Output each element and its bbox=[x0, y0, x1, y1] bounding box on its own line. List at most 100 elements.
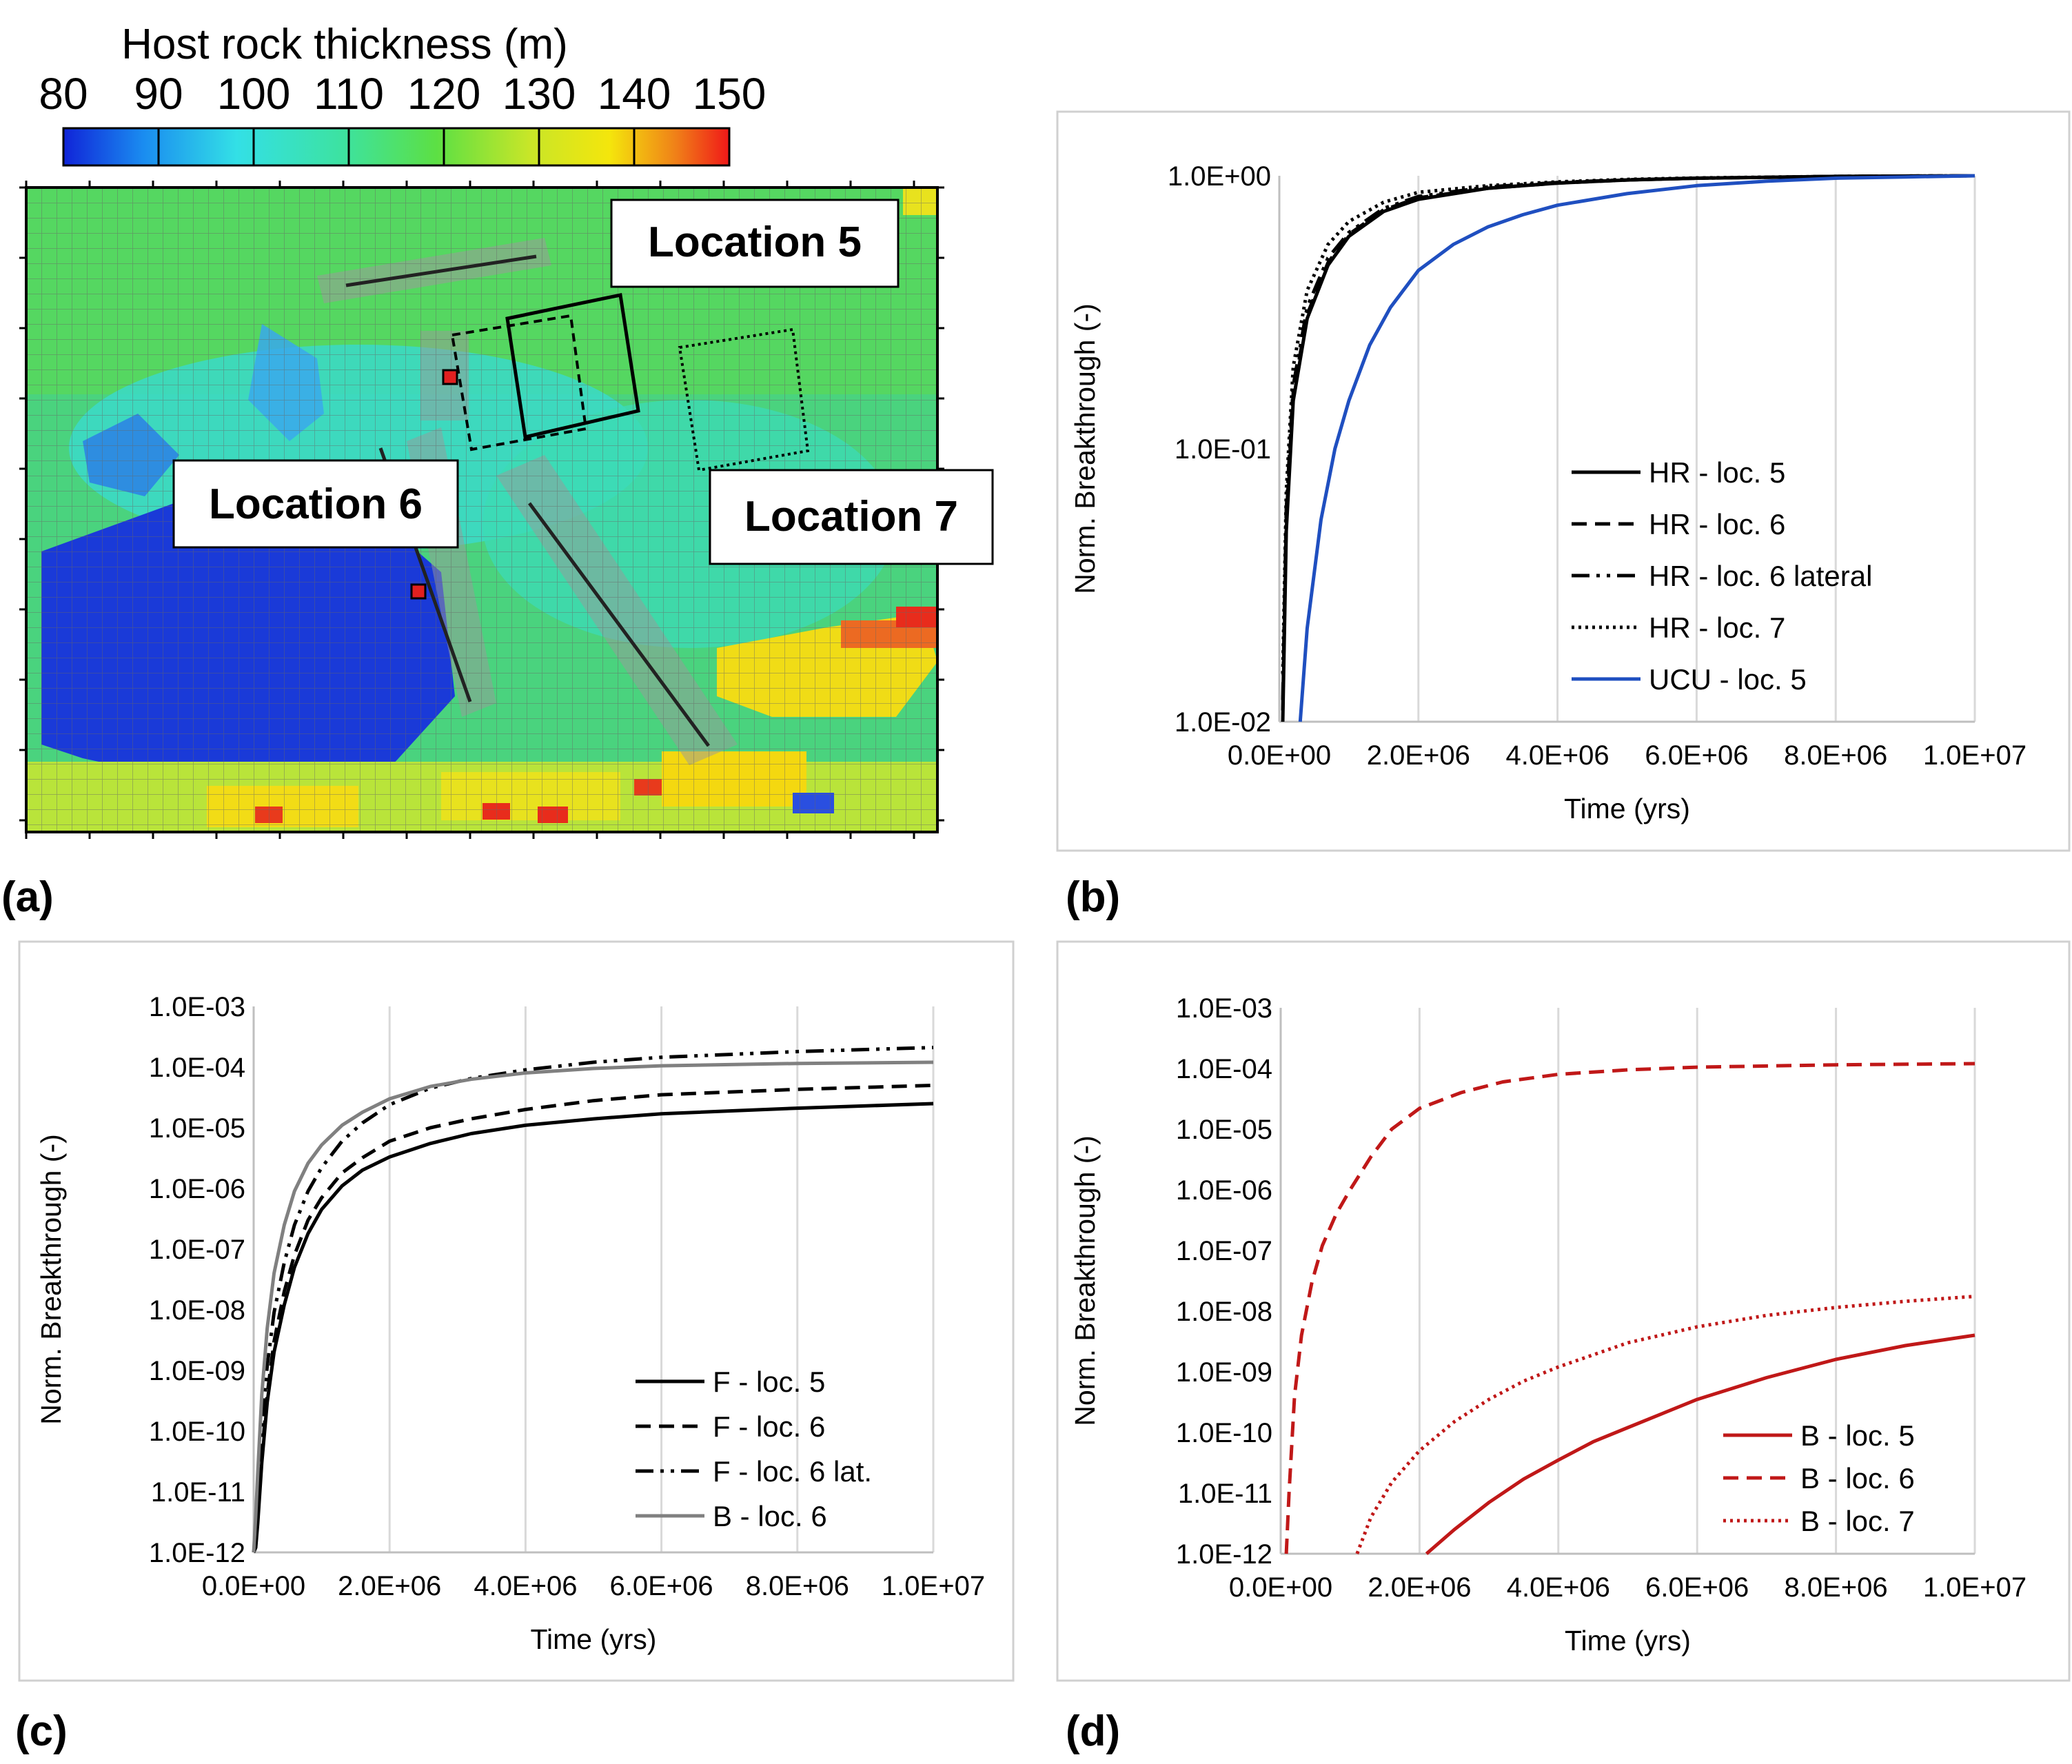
x-tick-label: 8.0E+06 bbox=[1784, 740, 1887, 771]
x-tick-label: 1.0E+07 bbox=[1923, 1572, 2027, 1603]
legend-label: HR - loc. 7 bbox=[1649, 611, 1785, 644]
location-6-label: Location 6 bbox=[209, 480, 423, 528]
location-6-box bbox=[172, 459, 459, 549]
x-tick-label: 0.0E+00 bbox=[202, 1571, 305, 1601]
legend: B - loc. 5 B - loc. 6 B - loc. 7 bbox=[1723, 1419, 1915, 1537]
panel-c-frame bbox=[18, 940, 1015, 1682]
x-tick-label: 2.0E+06 bbox=[1367, 740, 1470, 771]
y-tick-label: 1.0E-11 bbox=[151, 1477, 245, 1508]
y-tick-label: 1.0E-03 bbox=[149, 992, 245, 1022]
x-axis-title: Time (yrs) bbox=[1565, 1625, 1691, 1656]
y-tick-label: 1.0E-02 bbox=[1175, 707, 1271, 738]
repository-outline-loc6 bbox=[450, 314, 588, 452]
panel-label-b: (b) bbox=[1066, 873, 1120, 921]
x-tick-label: 6.0E+06 bbox=[610, 1571, 713, 1601]
x-tick-label: 2.0E+06 bbox=[338, 1571, 441, 1601]
x-tick-label: 4.0E+06 bbox=[474, 1571, 577, 1601]
series-line-2 bbox=[252, 1084, 934, 1553]
y-tick-label: 1.0E-10 bbox=[1176, 1418, 1272, 1448]
legend-label: HR - loc. 6 bbox=[1649, 508, 1785, 540]
colorbar-tick-label: 130 bbox=[502, 69, 576, 119]
y-tick-label: 1.0E-10 bbox=[149, 1417, 245, 1447]
marker-square bbox=[442, 369, 458, 385]
y-tick-label: 1.0E+00 bbox=[1168, 161, 1271, 192]
y-tick-label: 1.0E-06 bbox=[1176, 1175, 1272, 1206]
location-5-label: Location 5 bbox=[648, 219, 862, 266]
y-tick-label: 1.0E-12 bbox=[149, 1538, 245, 1568]
fault-trace bbox=[527, 502, 711, 747]
x-tick-label: 6.0E+06 bbox=[1645, 740, 1748, 771]
y-tick-label: 1.0E-03 bbox=[1176, 993, 1272, 1024]
series-line-4 bbox=[252, 1060, 934, 1553]
series-line-3 bbox=[252, 1046, 934, 1553]
legend-label: HR - loc. 6 lateral bbox=[1649, 560, 1872, 592]
legend-label: F - loc. 5 bbox=[713, 1366, 825, 1398]
x-axis-title: Time (yrs) bbox=[1564, 793, 1690, 824]
colorbar-title: Host rock thickness (m) bbox=[121, 21, 568, 68]
x-tick-label: 4.0E+06 bbox=[1507, 1572, 1610, 1603]
x-tick-label: 8.0E+06 bbox=[1785, 1572, 1888, 1603]
series-line-2 bbox=[1284, 1062, 1975, 1554]
legend-label: F - loc. 6 lat. bbox=[713, 1455, 872, 1488]
y-tick-label: 1.0E-09 bbox=[149, 1356, 245, 1386]
y-axis-title: Norm. Breakthrough (-) bbox=[1069, 1135, 1101, 1426]
colorbar-tick-label: 150 bbox=[693, 69, 766, 119]
panel-b-chart: 0.0E+00 2.0E+06 4.0E+06 6.0E+06 8.0E+06 1.0E+… bbox=[1056, 110, 2071, 921]
legend-label: B - loc. 7 bbox=[1800, 1505, 1915, 1537]
colorbar-tick-label: 140 bbox=[598, 69, 671, 119]
x-tick-label: 6.0E+06 bbox=[1645, 1572, 1749, 1603]
colorbar-tick-labels: 80 90 100 110 120 130 140 150 bbox=[39, 69, 766, 119]
y-tick-label: 1.0E-09 bbox=[1176, 1357, 1272, 1388]
series-line-5 bbox=[1298, 174, 1975, 722]
y-tick-label: 1.0E-11 bbox=[1178, 1479, 1272, 1509]
repository-outline-loc5 bbox=[505, 293, 640, 440]
y-tick-label: 1.0E-04 bbox=[1176, 1054, 1272, 1084]
colorbar-tick-label: 90 bbox=[134, 69, 183, 119]
colorbar-tick-label: 80 bbox=[39, 69, 88, 119]
y-tick-label: 1.0E-07 bbox=[149, 1235, 245, 1265]
y-tick-label: 1.0E-08 bbox=[149, 1295, 245, 1326]
legend: F - loc. 5 F - loc. 6 F - loc. 6 lat. B - l… bbox=[636, 1366, 872, 1532]
y-tick-label: 1.0E-08 bbox=[1176, 1297, 1272, 1327]
location-7-label: Location 7 bbox=[744, 493, 958, 540]
y-tick-label: 1.0E-12 bbox=[1176, 1539, 1272, 1570]
chart-d: 0.0E+00 2.0E+06 4.0E+06 6.0E+06 8.0E+06 1.0E+… bbox=[1069, 993, 2027, 1656]
panel-label-c: (c) bbox=[15, 1707, 68, 1755]
y-axis-title: Norm. Breakthrough (-) bbox=[35, 1134, 67, 1425]
colorbar-tick-label: 110 bbox=[314, 69, 384, 119]
panel-c-chart: 0.0E+00 2.0E+06 4.0E+06 6.0E+06 8.0E+06 1.0E+… bbox=[15, 940, 1015, 1755]
marker-square bbox=[410, 583, 427, 600]
legend-label: B - loc. 6 bbox=[713, 1500, 827, 1532]
colorbar-tick-label: 120 bbox=[407, 69, 481, 119]
location-5-box bbox=[610, 199, 900, 288]
y-tick-label: 1.0E-01 bbox=[1175, 434, 1271, 465]
y-tick-label: 1.0E-04 bbox=[149, 1053, 245, 1083]
legend-label: F - loc. 6 bbox=[713, 1410, 825, 1443]
colorbar-dividers bbox=[157, 128, 636, 165]
x-tick-label: 0.0E+00 bbox=[1228, 740, 1331, 771]
panel-label-a: (a) bbox=[1, 873, 54, 921]
location-7-box bbox=[709, 469, 994, 565]
fault-trace bbox=[345, 254, 537, 287]
legend-label: B - loc. 5 bbox=[1800, 1419, 1915, 1452]
panel-d-chart: 0.0E+00 2.0E+06 4.0E+06 6.0E+06 8.0E+06 1.0E+… bbox=[1056, 940, 2071, 1755]
y-tick-label: 1.0E-05 bbox=[149, 1113, 245, 1144]
panel-a-map: Host rock thickness (m) 80 90 100 110 120 130… bbox=[1, 21, 994, 921]
series-line-4 bbox=[1281, 174, 1975, 674]
colorbar-tick-label: 100 bbox=[217, 69, 291, 119]
legend-label: B - loc. 6 bbox=[1800, 1462, 1915, 1494]
series-line-1 bbox=[1425, 1333, 1975, 1555]
panel-b-frame bbox=[1056, 110, 2071, 852]
x-axis-title: Time (yrs) bbox=[531, 1623, 657, 1655]
chart-c: 0.0E+00 2.0E+06 4.0E+06 6.0E+06 8.0E+06 1.0E+… bbox=[35, 992, 985, 1655]
x-tick-label: 8.0E+06 bbox=[746, 1571, 849, 1601]
x-tick-label: 1.0E+07 bbox=[1923, 740, 2027, 771]
colorbar bbox=[62, 127, 731, 167]
x-tick-label: 1.0E+07 bbox=[882, 1571, 985, 1601]
y-tick-label: 1.0E-05 bbox=[1176, 1115, 1272, 1145]
y-axis-title: Norm. Breakthrough (-) bbox=[1069, 303, 1101, 594]
x-tick-label: 4.0E+06 bbox=[1506, 740, 1609, 771]
x-tick-label: 2.0E+06 bbox=[1368, 1572, 1471, 1603]
panel-label-d: (d) bbox=[1066, 1707, 1120, 1755]
